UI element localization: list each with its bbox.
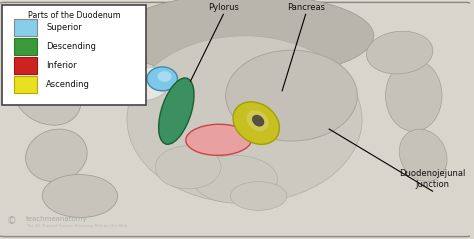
Ellipse shape bbox=[385, 60, 442, 131]
Ellipse shape bbox=[159, 78, 194, 144]
Text: Pylorus: Pylorus bbox=[208, 3, 239, 12]
Ellipse shape bbox=[193, 155, 277, 203]
FancyBboxPatch shape bbox=[14, 38, 36, 55]
Text: Inferior: Inferior bbox=[46, 61, 77, 70]
Ellipse shape bbox=[42, 174, 118, 217]
Text: Descending: Descending bbox=[46, 42, 96, 51]
Ellipse shape bbox=[252, 115, 264, 127]
Text: Ascending: Ascending bbox=[46, 80, 90, 89]
FancyBboxPatch shape bbox=[14, 76, 36, 93]
Ellipse shape bbox=[127, 36, 362, 203]
Ellipse shape bbox=[155, 146, 221, 189]
Ellipse shape bbox=[147, 67, 177, 91]
Text: Parts of the Duodenum: Parts of the Duodenum bbox=[27, 11, 120, 20]
Ellipse shape bbox=[157, 71, 172, 82]
FancyBboxPatch shape bbox=[14, 19, 36, 36]
Text: Pancreas: Pancreas bbox=[287, 3, 325, 12]
Ellipse shape bbox=[186, 124, 252, 155]
Ellipse shape bbox=[230, 182, 287, 210]
Text: ©: © bbox=[7, 216, 17, 226]
FancyBboxPatch shape bbox=[14, 57, 36, 74]
Ellipse shape bbox=[246, 110, 269, 131]
Ellipse shape bbox=[226, 50, 357, 141]
Ellipse shape bbox=[13, 66, 81, 125]
Ellipse shape bbox=[13, 38, 62, 81]
Text: The #1 Trusted Human Anatomy Site on the Web: The #1 Trusted Human Anatomy Site on the… bbox=[26, 224, 127, 228]
Ellipse shape bbox=[399, 129, 447, 182]
Ellipse shape bbox=[233, 102, 280, 144]
Text: teachmeanatomy: teachmeanatomy bbox=[26, 216, 87, 222]
Ellipse shape bbox=[26, 129, 87, 182]
Ellipse shape bbox=[366, 31, 433, 74]
Text: Superior: Superior bbox=[46, 23, 82, 32]
Text: Duodenojejunal
Junction: Duodenojejunal Junction bbox=[400, 169, 466, 189]
Ellipse shape bbox=[127, 67, 170, 100]
Ellipse shape bbox=[115, 0, 374, 78]
FancyBboxPatch shape bbox=[2, 5, 146, 105]
